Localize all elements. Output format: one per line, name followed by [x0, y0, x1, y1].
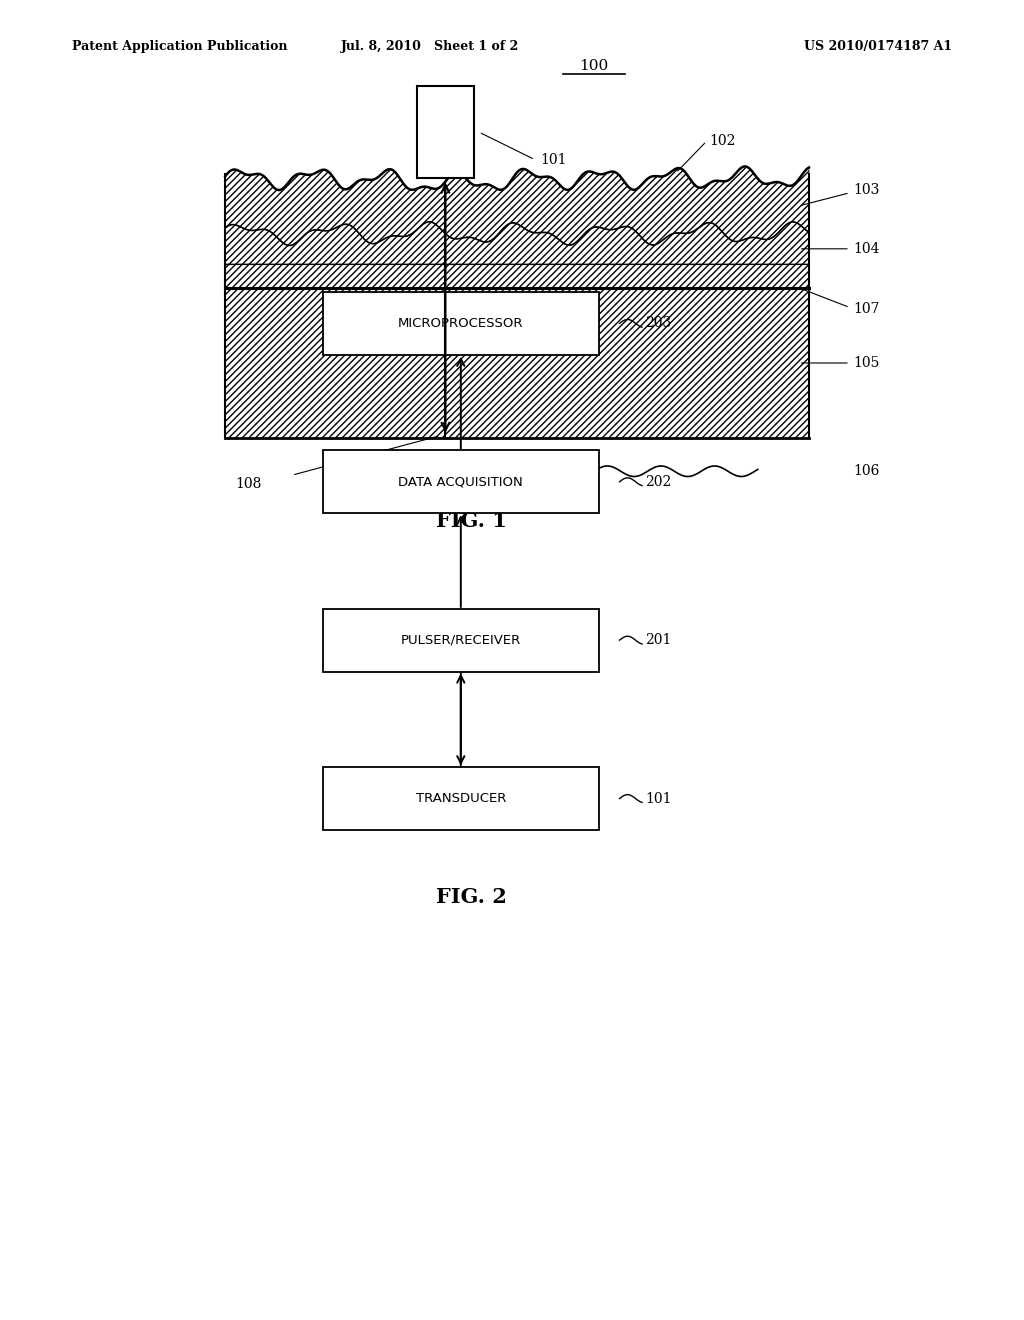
- Text: 201: 201: [645, 634, 672, 647]
- Text: 103: 103: [853, 183, 880, 197]
- Text: FIG. 2: FIG. 2: [435, 887, 507, 907]
- Text: PULSER/RECEIVER: PULSER/RECEIVER: [400, 634, 521, 647]
- Bar: [323, 292, 599, 355]
- Text: 108: 108: [236, 478, 262, 491]
- Text: Jul. 8, 2010   Sheet 1 of 2: Jul. 8, 2010 Sheet 1 of 2: [341, 40, 519, 53]
- Bar: [418, 86, 473, 178]
- Text: 104: 104: [853, 242, 880, 256]
- Text: TRANSDUCER: TRANSDUCER: [416, 792, 506, 805]
- Polygon shape: [225, 288, 809, 438]
- Text: 106: 106: [853, 465, 880, 478]
- Text: FIG. 1: FIG. 1: [435, 511, 507, 531]
- Polygon shape: [225, 166, 809, 246]
- Polygon shape: [225, 222, 809, 264]
- Bar: [323, 450, 599, 513]
- Text: 203: 203: [645, 317, 672, 330]
- Text: 102: 102: [710, 135, 736, 148]
- Text: US 2010/0174187 A1: US 2010/0174187 A1: [804, 40, 952, 53]
- Text: 100: 100: [580, 58, 608, 73]
- Text: DATA ACQUISITION: DATA ACQUISITION: [398, 475, 523, 488]
- Text: 107: 107: [853, 302, 880, 315]
- Bar: [323, 609, 599, 672]
- Text: 202: 202: [645, 475, 672, 488]
- Text: 105: 105: [853, 356, 880, 370]
- Text: 101: 101: [645, 792, 672, 805]
- Text: Patent Application Publication: Patent Application Publication: [72, 40, 287, 53]
- Text: 101: 101: [541, 153, 566, 168]
- Bar: [323, 767, 599, 830]
- Text: MICROPROCESSOR: MICROPROCESSOR: [398, 317, 523, 330]
- Polygon shape: [225, 264, 809, 288]
